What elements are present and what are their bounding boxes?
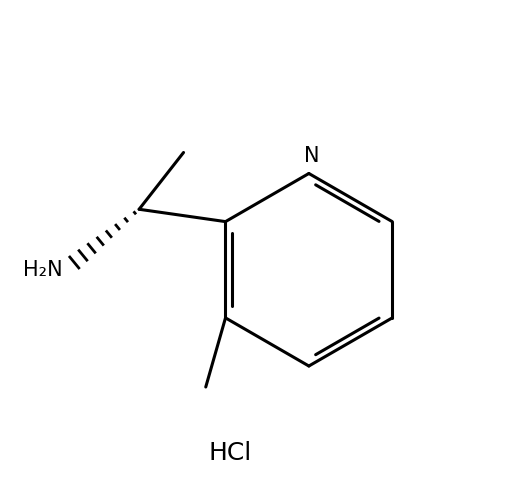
- Text: H₂N: H₂N: [23, 259, 63, 279]
- Text: N: N: [304, 145, 319, 165]
- Text: HCl: HCl: [208, 440, 252, 464]
